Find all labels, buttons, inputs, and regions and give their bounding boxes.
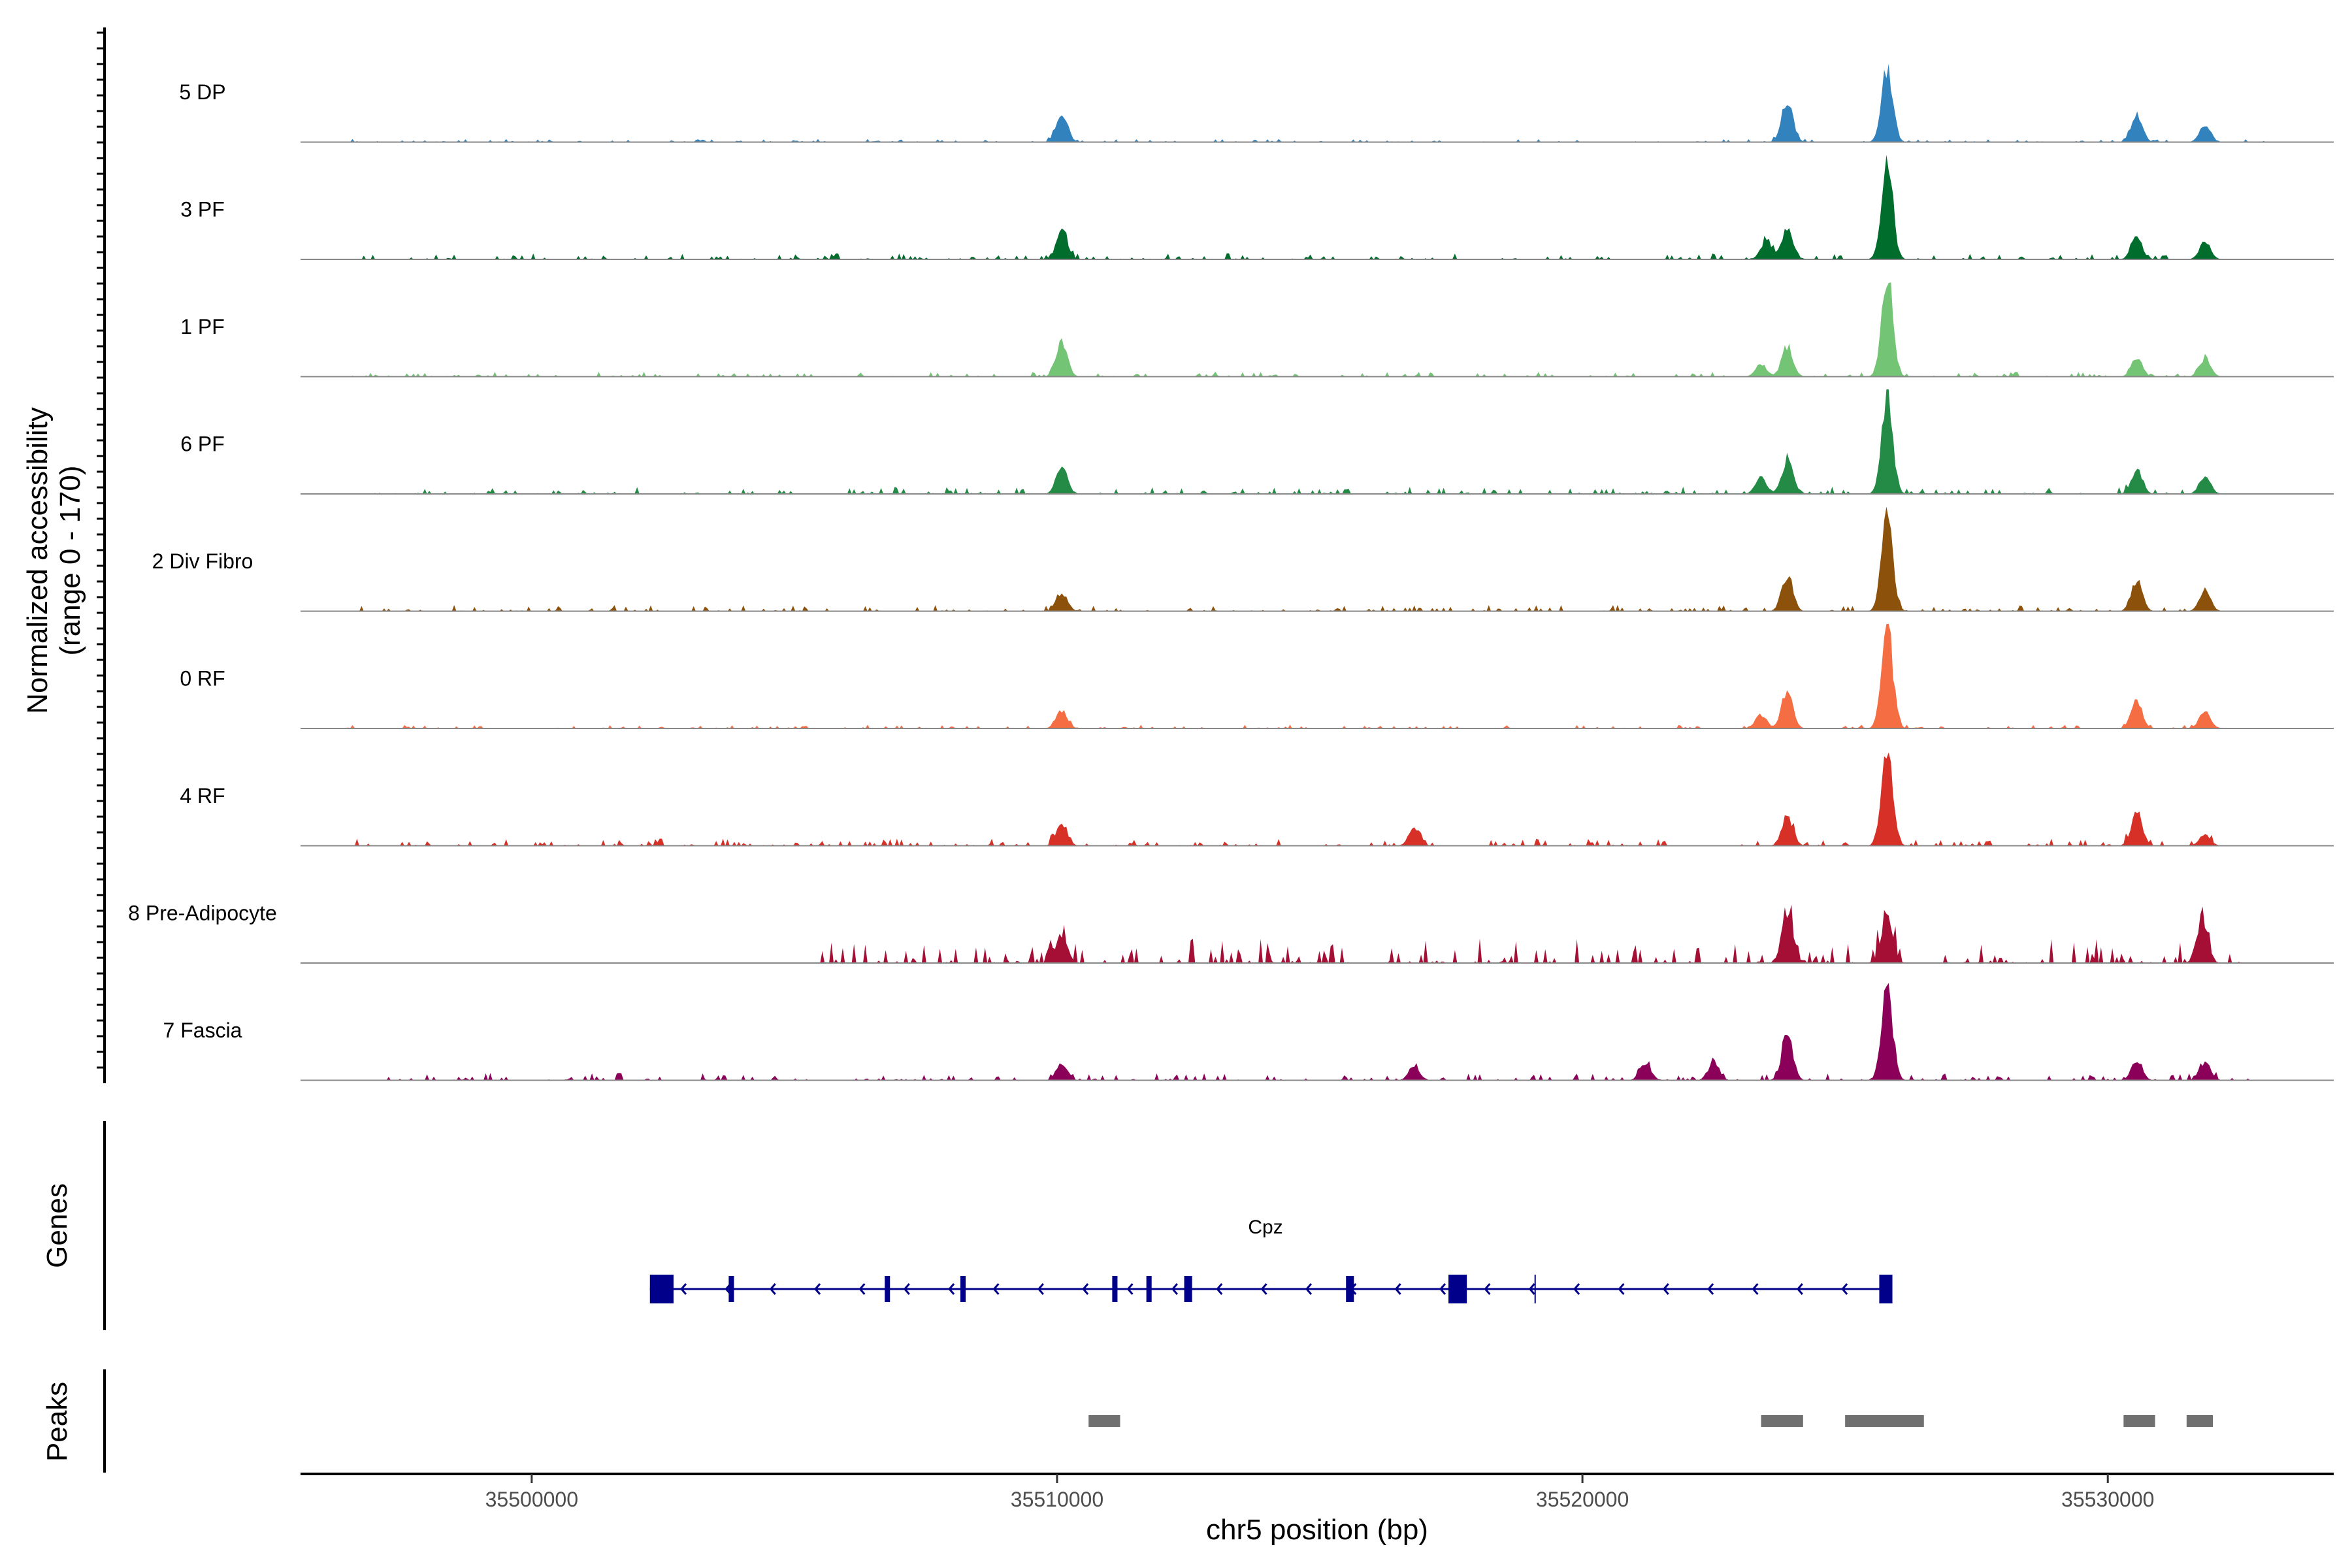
strand-arrow xyxy=(1439,1283,1446,1295)
strand-arrow xyxy=(1796,1283,1803,1295)
strand-arrow xyxy=(769,1283,776,1295)
coverage-area-5-dp xyxy=(301,63,2334,142)
peaks-panel: Peaks xyxy=(41,1369,2213,1473)
exon xyxy=(1346,1276,1354,1302)
y-axis-title: Normalized accessibility (range 0 - 170) xyxy=(22,407,86,713)
strand-arrow xyxy=(1126,1283,1134,1295)
track-label: 5 DP xyxy=(179,80,225,104)
strand-arrow xyxy=(1573,1283,1580,1295)
strand-arrow xyxy=(1394,1283,1401,1295)
strand-arrow xyxy=(1260,1283,1267,1295)
track-label: 3 PF xyxy=(180,198,225,221)
exon xyxy=(960,1276,966,1302)
gene-model-cpz xyxy=(649,1275,1893,1303)
y-axis-title-main: Normalized accessibility xyxy=(22,407,54,713)
coverage-area-6-pf xyxy=(301,389,2334,494)
coverage-area-3-pf xyxy=(301,155,2334,259)
exon xyxy=(649,1275,674,1303)
strand-arrow xyxy=(1216,1283,1223,1295)
peak-regions xyxy=(1088,1415,2213,1427)
exon xyxy=(1448,1275,1467,1303)
coverage-area-1-pf xyxy=(301,282,2334,377)
peak-region xyxy=(2123,1415,2155,1427)
strand-arrow xyxy=(1484,1283,1491,1295)
peak-region xyxy=(2186,1415,2213,1427)
strand-arrow xyxy=(1752,1283,1759,1295)
exon xyxy=(885,1276,890,1302)
track-label: 0 RF xyxy=(180,667,225,691)
coverage-area-0-rf xyxy=(301,624,2334,728)
x-axis-title: chr5 position (bp) xyxy=(1206,1514,1428,1546)
exon xyxy=(1112,1276,1118,1302)
coverage-area-4-rf xyxy=(301,752,2334,846)
track-1-pf: 1 PF xyxy=(180,282,2334,378)
strand-arrow xyxy=(1305,1283,1313,1295)
x-axis: 35500000 35510000 35520000 35530000 chr5 po… xyxy=(301,1473,2334,1546)
x-tick-label: 35530000 xyxy=(2061,1488,2154,1511)
y-axis-title-range: (range 0 - 170) xyxy=(54,465,86,655)
track-8-pre-adipocyte: 8 Pre-Adipocyte xyxy=(128,902,2334,964)
track-3-pf: 3 PF xyxy=(180,155,2334,260)
exon xyxy=(1879,1275,1893,1303)
strand-arrow xyxy=(1841,1283,1848,1295)
exon xyxy=(1146,1276,1152,1302)
track-5-dp: 5 DP xyxy=(179,63,2334,143)
strand-arrow xyxy=(680,1283,687,1295)
track-label: 2 Div Fibro xyxy=(152,549,253,573)
strand-arrow xyxy=(948,1283,955,1295)
gene-label-cpz: Cpz xyxy=(1248,1217,1282,1238)
track-label: 8 Pre-Adipocyte xyxy=(128,902,277,925)
peak-region xyxy=(1761,1415,1803,1427)
coverage-area-7-fascia xyxy=(301,983,2334,1081)
strand-arrow xyxy=(858,1283,866,1295)
exon xyxy=(1184,1276,1192,1302)
track-label: 6 PF xyxy=(180,433,225,456)
genes-panel: Genes Cpz xyxy=(41,1121,1893,1330)
track-label: 7 Fascia xyxy=(163,1019,242,1042)
genes-track-title: Genes xyxy=(41,1183,73,1268)
track-label: 1 PF xyxy=(180,315,225,338)
coverage-area-2-div-fibro xyxy=(301,506,2334,612)
track-4-rf: 4 RF xyxy=(180,752,2334,847)
exon xyxy=(728,1276,734,1302)
track-7-fascia: 7 Fascia xyxy=(163,983,2334,1081)
x-tick-label: 35520000 xyxy=(1536,1488,1629,1511)
strand-arrow xyxy=(903,1283,910,1295)
strand-arrow xyxy=(814,1283,821,1295)
strand-arrow xyxy=(1082,1283,1089,1295)
x-tick-label: 35500000 xyxy=(485,1488,578,1511)
strand-arrow xyxy=(992,1283,1000,1295)
strand-arrow xyxy=(1707,1283,1714,1295)
x-axis-ticks: 35500000 35510000 35520000 35530000 xyxy=(485,1474,2154,1511)
coverage-y-axis-ticks xyxy=(97,31,105,1069)
track-0-rf: 0 RF xyxy=(180,624,2334,729)
track-6-pf: 6 PF xyxy=(180,389,2334,495)
x-tick-label: 35510000 xyxy=(1011,1488,1103,1511)
peak-region xyxy=(1845,1415,1924,1427)
strand-arrow xyxy=(1662,1283,1669,1295)
track-label: 4 RF xyxy=(180,784,225,808)
coverage-area-8-pre-adipocyte xyxy=(301,904,2334,963)
track-2-div-fibro: 2 Div Fibro xyxy=(152,506,2334,612)
strand-arrow xyxy=(1171,1283,1178,1295)
strand-arrow xyxy=(1528,1283,1535,1295)
strand-arrow xyxy=(1037,1283,1044,1295)
coverage-tracks: 5 DP 3 PF 1 PF 6 PF 2 Div Fibro 0 RF 4 RF 8 Pre… xyxy=(128,63,2334,1081)
strand-arrow xyxy=(1618,1283,1625,1295)
peaks-track-title: Peaks xyxy=(41,1382,73,1462)
peak-region xyxy=(1088,1415,1120,1427)
